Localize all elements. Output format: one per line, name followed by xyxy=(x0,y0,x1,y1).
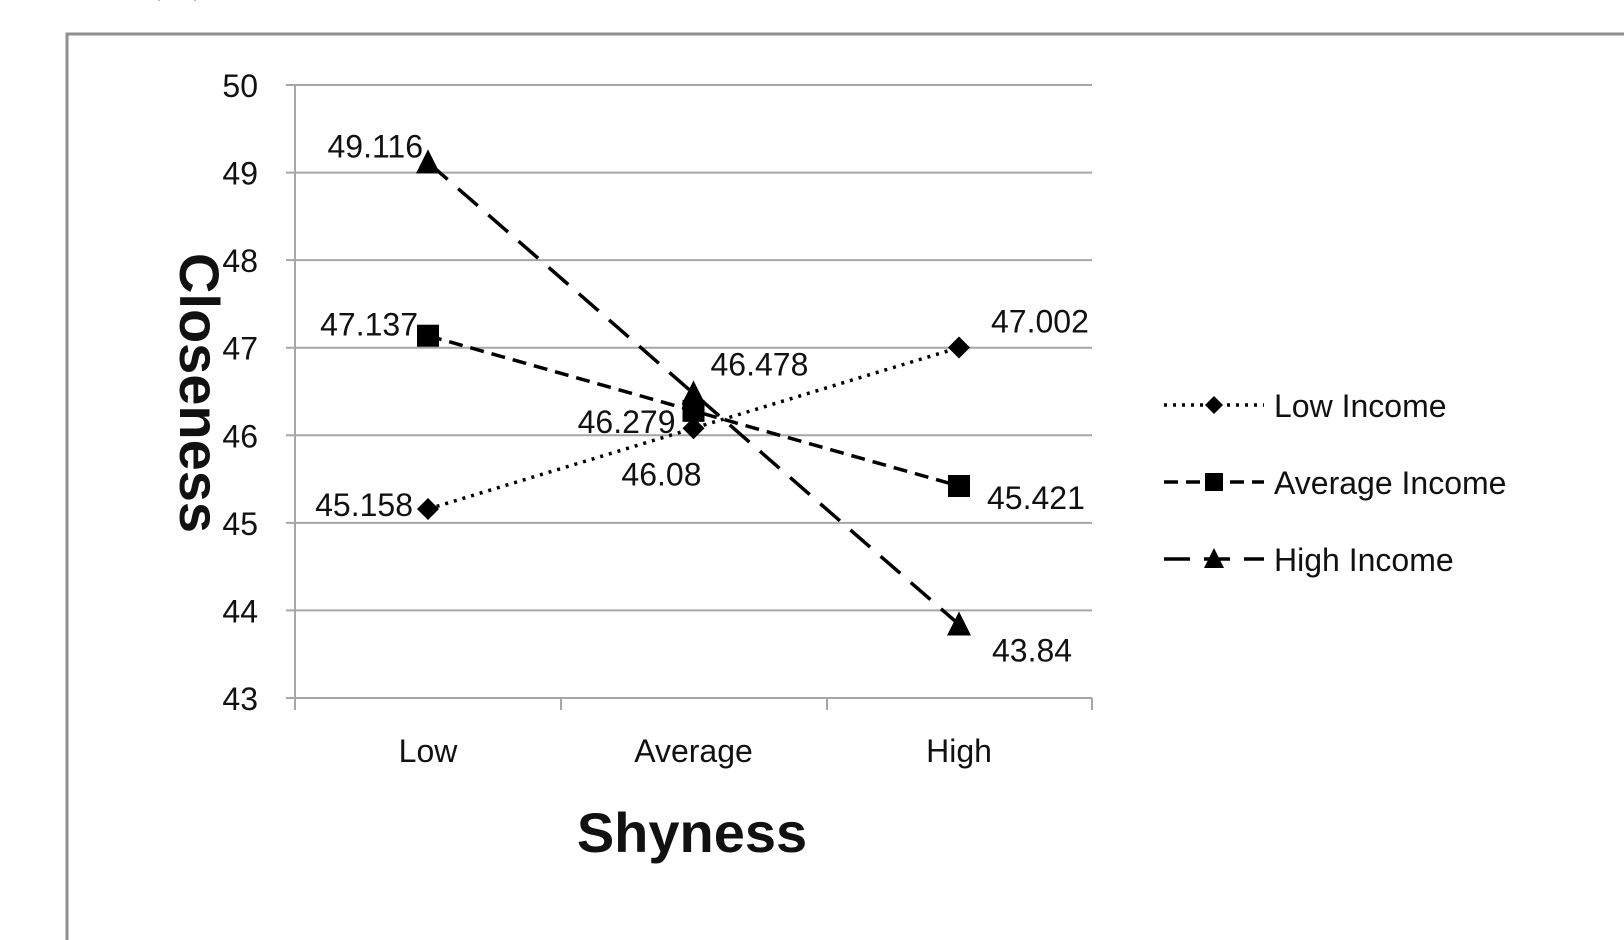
legend-label: Average Income xyxy=(1274,465,1506,501)
series-markers xyxy=(416,149,971,636)
legend-marker-triangle xyxy=(1204,548,1224,568)
x-tick-label: Low xyxy=(399,733,459,769)
data-point-triangle xyxy=(416,149,440,174)
y-tick-label: 49 xyxy=(222,156,258,192)
legend-marker-diamond xyxy=(1205,396,1223,414)
data-label: 46.08 xyxy=(621,456,701,492)
x-tick-label: Average xyxy=(634,733,753,769)
data-label: 46.478 xyxy=(711,346,809,382)
tick-labels: 43 44 45 46 47 48 49 50 Low Average High xyxy=(222,68,992,769)
data-point-square xyxy=(417,324,439,347)
data-point-triangle xyxy=(947,611,971,636)
data-point-diamond xyxy=(948,336,970,359)
y-tick-label: 43 xyxy=(222,681,258,717)
data-labels: 45.158 46.08 47.002 47.137 46.279 45.421 49.11… xyxy=(315,128,1089,668)
chart-frame xyxy=(65,32,1624,940)
y-tick-label: 45 xyxy=(222,506,258,542)
y-axis-title: Closeness xyxy=(168,253,231,533)
data-label: 47.002 xyxy=(991,304,1089,340)
data-label: 43.84 xyxy=(992,632,1072,668)
data-label: 47.137 xyxy=(320,307,418,343)
axes xyxy=(294,85,1093,710)
y-tick-label: 48 xyxy=(222,243,258,279)
data-label: 45.421 xyxy=(987,480,1085,516)
legend: Low Income Average Income High Income xyxy=(1164,388,1506,578)
data-point-triangle xyxy=(681,380,706,405)
data-point-square xyxy=(948,474,970,497)
data-point-square xyxy=(682,399,705,422)
legend-label: Low Income xyxy=(1274,388,1447,424)
data-point-diamond xyxy=(417,498,439,521)
y-tick-label: 47 xyxy=(222,331,258,367)
data-label: 45.158 xyxy=(315,487,413,523)
y-tick-label: 46 xyxy=(222,418,258,454)
y-tick-label: 44 xyxy=(222,593,258,629)
data-point-diamond xyxy=(682,417,705,440)
data-label: 49.116 xyxy=(328,128,424,164)
legend-label: High Income xyxy=(1274,542,1454,578)
legend-marker-square xyxy=(1205,473,1223,491)
x-axis-title: Shyness xyxy=(577,801,807,864)
data-label: 46.279 xyxy=(578,404,676,440)
series-line-low-income xyxy=(427,345,960,511)
y-tick-label: 50 xyxy=(222,68,258,104)
x-tick-label: High xyxy=(926,733,992,769)
